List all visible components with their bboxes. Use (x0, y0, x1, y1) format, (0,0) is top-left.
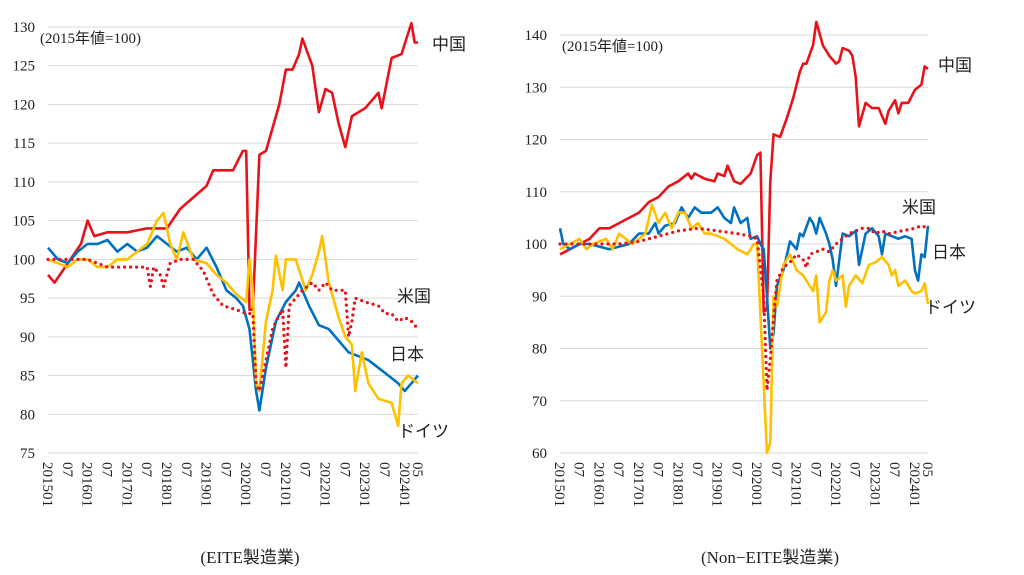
series-label-us: 米国 (397, 287, 431, 306)
x-tick-label: 202001 (237, 462, 253, 507)
series-line-us (558, 224, 930, 392)
series-line-japan (47, 234, 419, 412)
x-tick-label: 202401 (396, 462, 412, 507)
y-tick-label: 100 (525, 237, 548, 253)
x-tick-label: 202101 (788, 462, 804, 507)
x-tick-label: 07 (178, 462, 194, 478)
x-tick-label: 201501 (551, 462, 567, 507)
series-label-china: 中国 (432, 35, 466, 54)
y-tick-label: 80 (20, 407, 35, 423)
x-tick-label: 202201 (317, 462, 333, 507)
x-tick-label: 07 (336, 462, 352, 478)
x-tick-label: 07 (217, 462, 233, 478)
x-tick-label: 07 (571, 462, 587, 478)
y-tick-label: 120 (525, 133, 548, 149)
y-tick-label: 130 (525, 80, 548, 96)
y-tick-label: 125 (13, 59, 36, 75)
x-tick-label: 07 (768, 462, 784, 478)
x-tick-label: 202401 (906, 462, 922, 507)
y-tick-label: 120 (13, 97, 36, 113)
y-tick-label: 100 (13, 252, 36, 268)
x-tick-label: 05 (919, 462, 935, 477)
x-tick-label: 201801 (669, 462, 685, 507)
x-tick-label: 07 (689, 462, 705, 478)
y-tick-label: 115 (13, 136, 35, 152)
x-tick-label: 201501 (39, 462, 55, 507)
x-tick-label: 07 (297, 462, 313, 478)
series-label-germany: ドイツ (925, 298, 976, 317)
x-tick-label: 202301 (356, 462, 372, 507)
y-tick-label: 110 (525, 185, 547, 201)
x-tick-label: 201701 (118, 462, 134, 507)
unit-note: (2015年値=100) (562, 38, 663, 55)
x-tick-label: 07 (886, 462, 902, 478)
y-tick-label: 60 (532, 446, 547, 462)
x-tick-label: 05 (409, 462, 425, 477)
x-tick-label: 07 (376, 462, 392, 478)
x-tick-label: 201901 (709, 462, 725, 507)
y-tick-label: 80 (532, 342, 547, 358)
series-label-japan: 日本 (932, 243, 966, 262)
x-tick-label: 07 (728, 462, 744, 478)
series-line-japan (558, 206, 930, 350)
unit-note: (2015年値=100) (40, 30, 141, 47)
y-tick-label: 90 (532, 289, 547, 305)
x-tick-label: 202201 (827, 462, 843, 507)
x-tick-label: 201901 (198, 462, 214, 507)
x-tick-label: 202101 (277, 462, 293, 507)
y-tick-label: 95 (20, 291, 35, 307)
series-line-us (46, 257, 420, 393)
x-tick-label: 07 (650, 462, 666, 478)
x-tick-label: 202001 (748, 462, 764, 507)
x-tick-label: 07 (257, 462, 273, 478)
x-tick-label: 201701 (630, 462, 646, 507)
x-tick-label: 201801 (158, 462, 174, 507)
y-tick-label: 110 (13, 175, 35, 191)
x-tick-label: 201601 (79, 462, 95, 507)
y-tick-label: 70 (532, 394, 547, 410)
x-tick-label: 07 (138, 462, 154, 478)
series-line-germany (559, 203, 930, 455)
x-tick-label: 07 (98, 462, 114, 478)
x-tick-label: 07 (59, 462, 75, 478)
y-tick-label: 130 (13, 20, 36, 36)
series-label-germany: ドイツ (398, 422, 449, 441)
series-line-germany (47, 211, 419, 428)
y-tick-label: 85 (20, 369, 35, 385)
x-tick-label: 07 (610, 462, 626, 478)
series-label-us: 米国 (902, 198, 936, 217)
right-chart-caption: (Non−EITE製造業) (700, 548, 839, 567)
series-label-china: 中国 (938, 56, 972, 75)
series-line-china (47, 21, 418, 311)
x-tick-label: 07 (847, 462, 863, 478)
series-line-china (559, 20, 929, 314)
y-tick-label: 75 (20, 446, 35, 462)
x-tick-label: 202301 (866, 462, 882, 507)
y-tick-label: 90 (20, 330, 35, 346)
x-tick-label: 07 (807, 462, 823, 478)
series-label-japan: 日本 (390, 345, 424, 364)
x-tick-label: 201601 (590, 462, 606, 507)
y-tick-label: 140 (525, 28, 548, 44)
left-chart-caption: (EITE製造業) (200, 548, 300, 567)
y-tick-label: 105 (13, 214, 36, 230)
